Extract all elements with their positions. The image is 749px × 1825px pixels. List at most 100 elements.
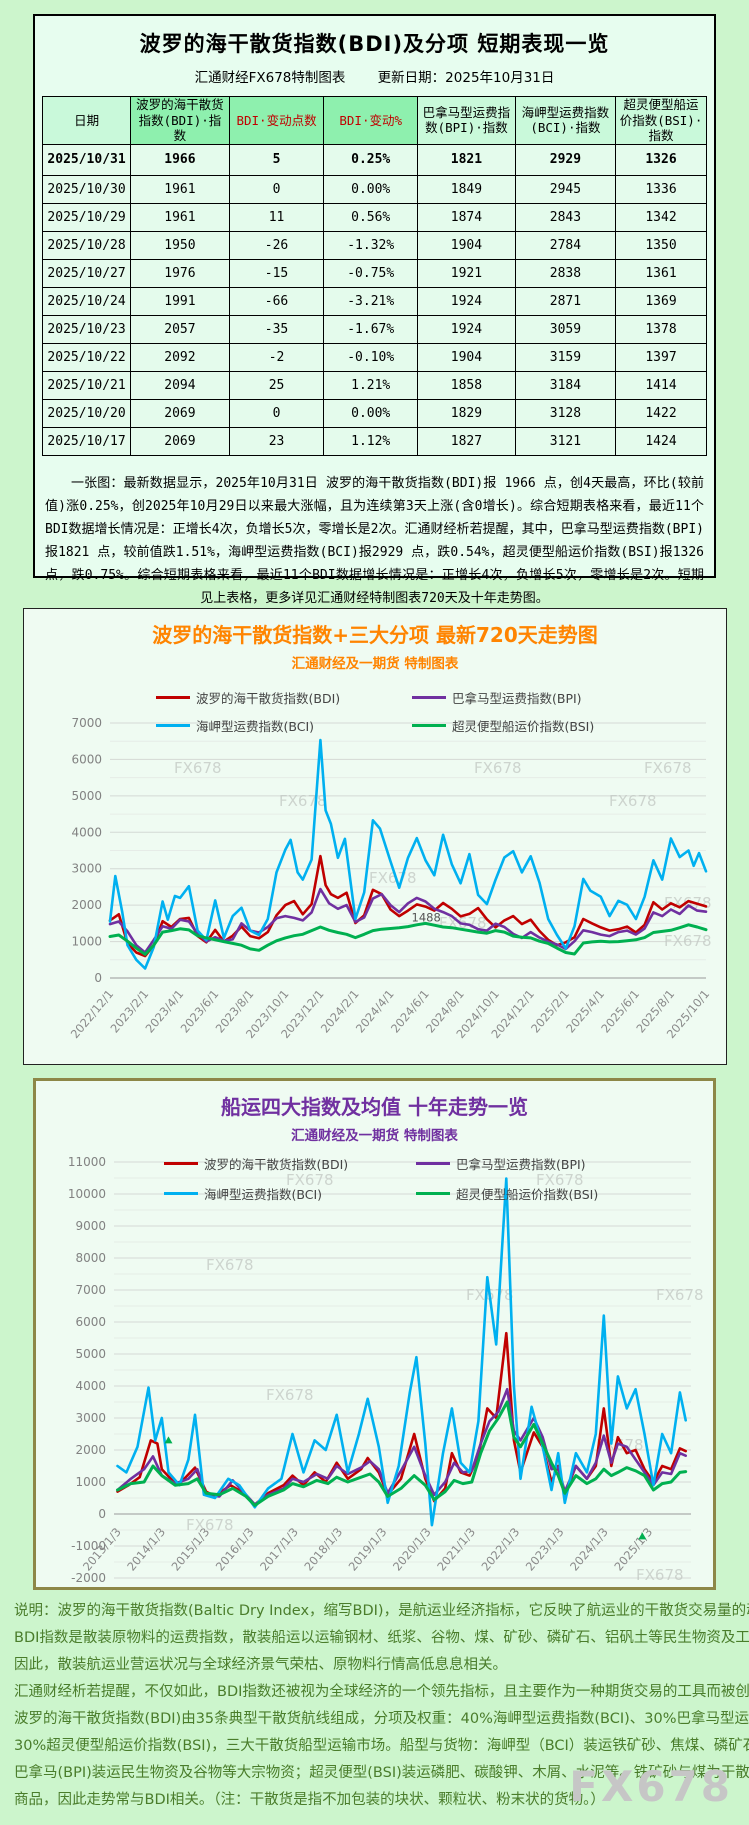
value-cell: 1966 bbox=[130, 143, 230, 176]
value-cell: 0.56% bbox=[323, 202, 419, 232]
value-cell: 25 bbox=[228, 370, 325, 400]
value-cell: 1350 bbox=[615, 230, 707, 260]
value-cell: 0.00% bbox=[323, 398, 419, 428]
description-line: 因此，散装航运业营运状况与全球经济景气荣枯、原物料行情高低息息相关。 bbox=[14, 1657, 507, 1673]
table-row: 2025/10/29 1961 11 0.56% 1874 2843 1342 bbox=[41, 202, 707, 232]
value-cell: 3121 bbox=[514, 426, 617, 456]
value-cell: 2069 bbox=[130, 426, 230, 456]
value-cell: -26 bbox=[228, 230, 325, 260]
col-header-0: 日期 bbox=[41, 96, 132, 145]
description-line: 30%超灵便型船运价指数(BSI)，三大干散货船型运输市场。船型与货物：海岬型（… bbox=[14, 1738, 749, 1754]
value-cell: 1904 bbox=[417, 230, 516, 260]
chart1-area: 波罗的海干散货指数(BDI) 巴拿马型运费指数(BPI) 海岬型运费指数(BCI) 超… bbox=[24, 678, 726, 1060]
date-cell: 2025/10/27 bbox=[41, 258, 132, 288]
value-cell: 3159 bbox=[514, 342, 617, 372]
fx678-watermark-small: FX678 bbox=[186, 1516, 234, 1534]
y-tick-label: 3000 bbox=[75, 1411, 106, 1425]
chart-10year-panel: 船运四大指数及均值 十年走势一览 汇通财经及一期货 特制图表 波罗的海干散货指数… bbox=[33, 1078, 716, 1590]
value-cell: 3059 bbox=[514, 314, 617, 344]
value-cell: 1342 bbox=[615, 202, 707, 232]
date-cell: 2025/10/24 bbox=[41, 286, 132, 316]
value-cell: 1821 bbox=[417, 143, 516, 176]
value-cell: 11 bbox=[228, 202, 325, 232]
value-cell: 2838 bbox=[514, 258, 617, 288]
table-row: 2025/10/21 2094 25 1.21% 1858 3184 1414 bbox=[41, 370, 707, 400]
y-tick-label: -1000 bbox=[71, 1539, 106, 1553]
value-cell: 1361 bbox=[615, 258, 707, 288]
chart-720day-panel: 波罗的海干散货指数+三大分项 最新720天走势图 汇通财经及一期货 特制图表 波… bbox=[23, 608, 727, 1065]
data-label: 1488 bbox=[412, 911, 441, 925]
date-cell: 2025/10/31 bbox=[41, 143, 132, 176]
value-cell: 5 bbox=[228, 143, 325, 176]
value-cell: -35 bbox=[228, 314, 325, 344]
x-tick-label: 2024/1/3 bbox=[567, 1525, 611, 1574]
value-cell: 3184 bbox=[514, 370, 617, 400]
value-cell: 1874 bbox=[417, 202, 516, 232]
fx678-watermark-small: FX678 bbox=[286, 1171, 334, 1189]
series-line bbox=[116, 1387, 688, 1506]
date-cell: 2025/10/29 bbox=[41, 202, 132, 232]
value-cell: 2929 bbox=[514, 143, 617, 176]
chart1-title: 波罗的海干散货指数+三大分项 最新720天走势图 bbox=[152, 623, 598, 647]
value-cell: 1369 bbox=[615, 286, 707, 316]
series-line bbox=[108, 921, 708, 956]
value-cell: 1378 bbox=[615, 314, 707, 344]
x-tick-label: 2017/1/3 bbox=[257, 1525, 301, 1574]
value-cell: 1397 bbox=[615, 342, 707, 372]
y-tick-label: 8000 bbox=[75, 1251, 106, 1265]
value-cell: -0.10% bbox=[323, 342, 419, 372]
value-cell: 1921 bbox=[417, 258, 516, 288]
table-row: 2025/10/30 1961 0 0.00% 1849 2945 1336 bbox=[41, 174, 707, 204]
table-row: 2025/10/17 2069 23 1.12% 1827 3121 1424 bbox=[41, 426, 707, 456]
value-cell: 2784 bbox=[514, 230, 617, 260]
value-cell: 0 bbox=[228, 398, 325, 428]
fx678-watermark-small: FX678 bbox=[636, 1566, 684, 1584]
value-cell: 1976 bbox=[130, 258, 230, 288]
table-panel-title: 波罗的海干散货指数(BDI)及分项 短期表现一览 bbox=[139, 32, 610, 56]
value-cell: -2 bbox=[228, 342, 325, 372]
col-header-3: BDI·变动% bbox=[323, 96, 419, 145]
y-tick-label: 3000 bbox=[71, 862, 102, 876]
value-cell: 2069 bbox=[130, 398, 230, 428]
description-text: 说明：波罗的海干散货指数(Baltic Dry Index，缩写BDI)，是航运… bbox=[14, 1598, 749, 1814]
bdi-short-term-table: 日期 波罗的海干散货指数(BDI)·指数 BDI·变动点数 BDI·变动% 巴拿马型运费… bbox=[41, 96, 707, 456]
y-tick-label: 5000 bbox=[71, 789, 102, 803]
fx678-watermark-small: FX678 bbox=[206, 1256, 254, 1274]
y-tick-label: 1000 bbox=[71, 935, 102, 949]
value-cell: 2871 bbox=[514, 286, 617, 316]
y-tick-label: 2000 bbox=[75, 1443, 106, 1457]
table-panel-subtitle: 汇通财经FX678特制图表 更新日期：2025年10月31日 bbox=[35, 66, 714, 86]
chart1-plot: 010002000300040005000600070002022/12/120… bbox=[68, 716, 713, 1041]
y-tick-label: 4000 bbox=[71, 825, 102, 839]
x-tick-label: 2022/12/1 bbox=[68, 987, 117, 1041]
description-line: 波罗的海干散货指数(BDI)由35条典型干散货航线组成，分项及权重：40%海岬型… bbox=[14, 1711, 749, 1727]
fx678-watermark-small: FX678 bbox=[266, 1386, 314, 1404]
series-line bbox=[108, 854, 708, 958]
series-line bbox=[108, 887, 708, 954]
col-header-5: 海岬型运费指数(BCI)·指数 bbox=[514, 96, 617, 145]
chart-source-label: 汇通财经FX678特制图表 bbox=[194, 70, 346, 86]
table-row: 2025/10/22 2092 -2 -0.10% 1904 3159 1397 bbox=[41, 342, 707, 372]
value-cell: 1336 bbox=[615, 174, 707, 204]
fx678-watermark-small: FX678 bbox=[279, 792, 327, 810]
y-tick-label: 1000 bbox=[75, 1475, 106, 1489]
date-cell: 2025/10/20 bbox=[41, 398, 132, 428]
value-cell: 1424 bbox=[615, 426, 707, 456]
x-tick-label: 2018/1/3 bbox=[301, 1525, 345, 1574]
triangle-marker bbox=[638, 1532, 647, 1540]
value-cell: 1849 bbox=[417, 174, 516, 204]
value-cell: 0.25% bbox=[323, 143, 419, 176]
y-tick-label: 10000 bbox=[68, 1187, 106, 1201]
x-tick-label: 2023/1/3 bbox=[523, 1525, 567, 1574]
value-cell: 2094 bbox=[130, 370, 230, 400]
value-cell: 1950 bbox=[130, 230, 230, 260]
date-cell: 2025/10/22 bbox=[41, 342, 132, 372]
table-row: 2025/10/20 2069 0 0.00% 1829 3128 1422 bbox=[41, 398, 707, 428]
y-tick-label: 6000 bbox=[75, 1315, 106, 1329]
value-cell: 0 bbox=[228, 174, 325, 204]
value-cell: 1858 bbox=[417, 370, 516, 400]
description-line: 汇通财经析若提醒，不仅如此，BDI指数还被视为全球经济的一个领先指标，且主要作为… bbox=[14, 1684, 749, 1700]
value-cell: 1924 bbox=[417, 286, 516, 316]
y-tick-label: 6000 bbox=[71, 752, 102, 766]
value-cell: 1414 bbox=[615, 370, 707, 400]
